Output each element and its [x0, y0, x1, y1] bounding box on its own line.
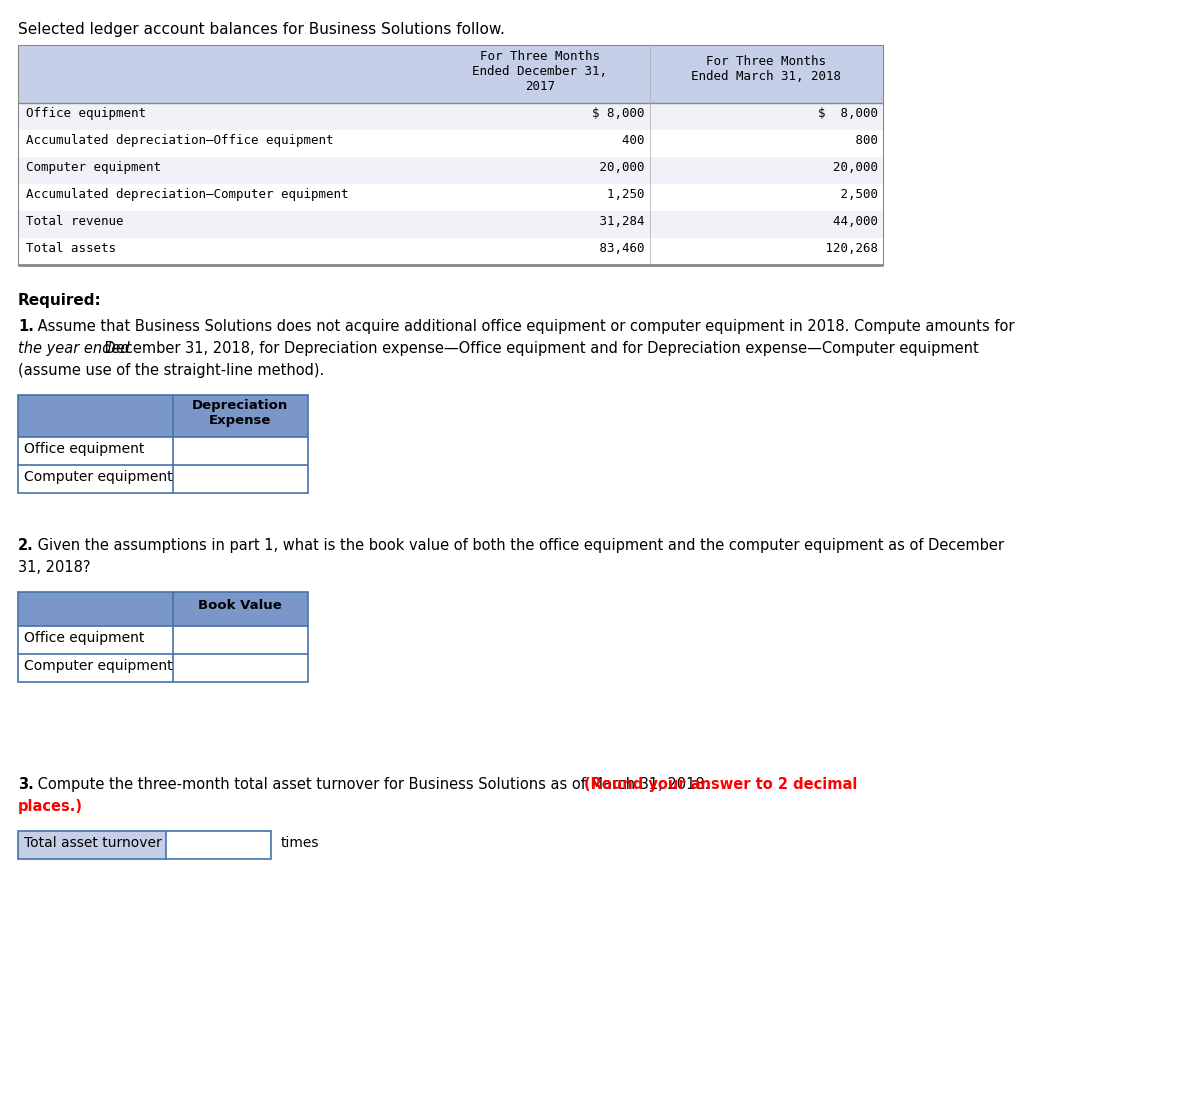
Text: Depreciation
Expense: Depreciation Expense	[192, 399, 288, 427]
Text: For Three Months
Ended March 31, 2018: For Three Months Ended March 31, 2018	[691, 55, 841, 83]
Text: Office equipment: Office equipment	[24, 442, 144, 456]
Text: 800: 800	[818, 134, 878, 146]
Text: Accumulated depreciation–Computer equipment: Accumulated depreciation–Computer equipm…	[26, 188, 348, 201]
Bar	[18, 211, 883, 238]
Text: Total revenue: Total revenue	[26, 215, 124, 228]
Bar	[18, 395, 308, 437]
Text: times: times	[281, 836, 319, 850]
Text: 31, 2018?: 31, 2018?	[18, 560, 90, 575]
Bar	[18, 45, 883, 265]
Text: Book Value: Book Value	[198, 599, 282, 612]
Bar	[166, 831, 271, 859]
Text: Total asset turnover: Total asset turnover	[24, 836, 162, 850]
Text: Computer equipment: Computer equipment	[24, 470, 173, 484]
Text: 3.: 3.	[18, 777, 34, 792]
Text: Required:: Required:	[18, 293, 102, 308]
Bar	[18, 654, 308, 682]
Text: (assume use of the straight-line method).: (assume use of the straight-line method)…	[18, 363, 324, 378]
Text: 1,250: 1,250	[593, 188, 646, 201]
Text: Office equipment: Office equipment	[24, 631, 144, 645]
Text: Given the assumptions in part 1, what is the book value of both the office equip: Given the assumptions in part 1, what is…	[34, 538, 1004, 553]
Text: 400: 400	[593, 134, 646, 146]
Bar	[18, 831, 166, 859]
Text: (Round your answer to 2 decimal: (Round your answer to 2 decimal	[583, 777, 857, 792]
Text: Total assets: Total assets	[26, 242, 116, 255]
Bar	[18, 592, 308, 682]
Text: 2.: 2.	[18, 538, 34, 553]
Bar	[18, 157, 883, 184]
Bar	[18, 626, 308, 654]
Text: Compute the three-month total asset turnover for Business Solutions as of March : Compute the three-month total asset turn…	[34, 777, 714, 792]
Text: 31,284: 31,284	[593, 215, 646, 228]
Bar	[18, 103, 883, 130]
Text: $  8,000: $ 8,000	[818, 107, 878, 120]
Bar	[18, 831, 271, 859]
Text: 20,000: 20,000	[818, 161, 878, 174]
Text: Accumulated depreciation–Office equipment: Accumulated depreciation–Office equipmen…	[26, 134, 334, 146]
Text: Computer equipment: Computer equipment	[26, 161, 161, 174]
Bar	[18, 45, 883, 103]
Text: $ 8,000: $ 8,000	[593, 107, 646, 120]
Text: 2,500: 2,500	[818, 188, 878, 201]
Text: Office equipment: Office equipment	[26, 107, 146, 120]
Bar	[18, 437, 308, 465]
Text: places.): places.)	[18, 799, 83, 814]
Text: the year ended: the year ended	[18, 341, 130, 356]
Text: For Three Months
Ended December 31,
2017: For Three Months Ended December 31, 2017	[473, 50, 607, 93]
Text: December 31, 2018, for Depreciation expense—Office equipment and for Depreciatio: December 31, 2018, for Depreciation expe…	[100, 341, 979, 356]
Bar	[18, 592, 308, 626]
Text: 83,460: 83,460	[593, 242, 646, 255]
Bar	[18, 465, 308, 493]
Text: Assume that Business Solutions does not acquire additional office equipment or c: Assume that Business Solutions does not …	[34, 319, 1014, 334]
Text: Selected ledger account balances for Business Solutions follow.: Selected ledger account balances for Bus…	[18, 22, 505, 37]
Bar	[18, 130, 883, 157]
Text: 120,268: 120,268	[818, 242, 878, 255]
Bar	[18, 238, 883, 265]
Bar	[18, 395, 308, 493]
Bar	[18, 184, 883, 211]
Text: 1.: 1.	[18, 319, 34, 334]
Text: 44,000: 44,000	[818, 215, 878, 228]
Text: 20,000: 20,000	[593, 161, 646, 174]
Text: Computer equipment: Computer equipment	[24, 659, 173, 673]
